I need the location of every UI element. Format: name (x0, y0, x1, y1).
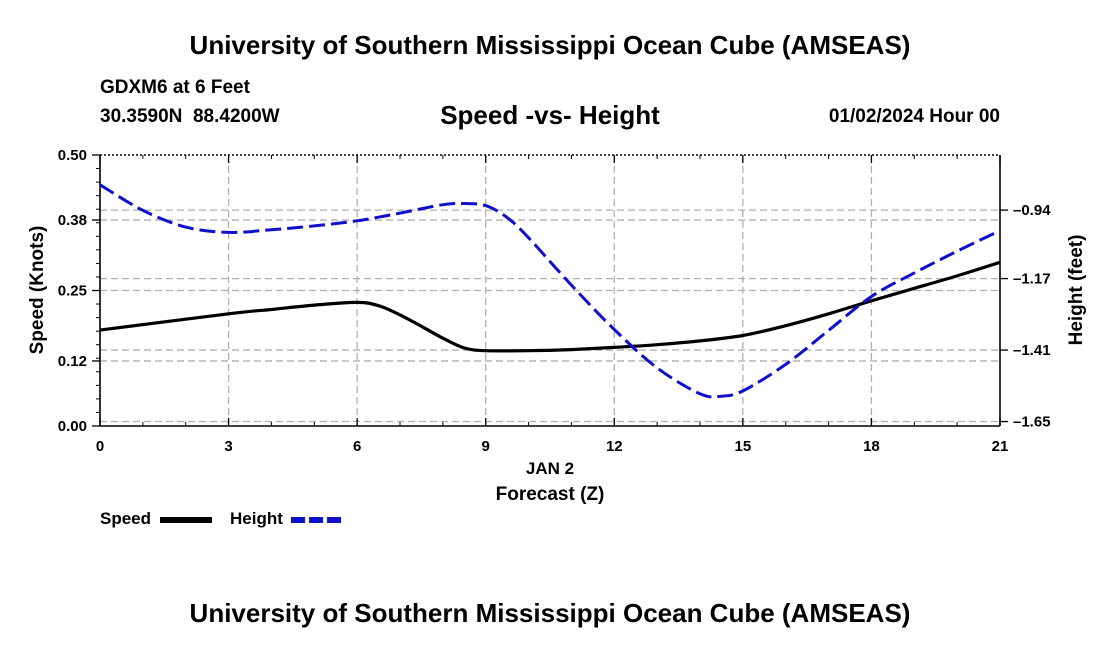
x-axis-date-label: JAN 2 (526, 459, 574, 478)
y-axis-right-title: Height (feet) (1066, 235, 1087, 346)
y-right-tick-label: –0.94 (1013, 202, 1051, 219)
x-tick-label: 15 (735, 438, 752, 455)
axis-labels: JAN 2 Forecast (Z) Speed (Knots) Height … (27, 226, 1087, 505)
y-left-tick-label: 0.38 (58, 212, 87, 229)
series-line-speed (99, 260, 1001, 353)
main-title: University of Southern Mississippi Ocean… (189, 30, 911, 60)
grid (100, 155, 1000, 426)
legend-speed-label: Speed (100, 509, 152, 528)
coordinates-label: 30.3590N 88.4200W (100, 106, 280, 127)
series-layer (99, 183, 1001, 399)
y-axis-left-title: Speed (Knots) (27, 226, 48, 355)
x-tick-label: 12 (606, 438, 623, 455)
chart-subtitle: Speed -vs- Height (440, 100, 660, 130)
series-line-height (99, 183, 1001, 399)
legend-speed-swatch (160, 517, 212, 523)
x-tick-label: 6 (353, 438, 361, 455)
x-tick-label: 9 (482, 438, 490, 455)
footer-title: University of Southern Mississippi Ocean… (189, 598, 911, 628)
y-right-tick-label: –1.65 (1013, 414, 1051, 431)
x-tick-label: 21 (992, 438, 1009, 455)
x-axis-title: Forecast (Z) (496, 484, 605, 505)
y-left-tick-label: 0.00 (58, 418, 87, 435)
legend-height-swatch (291, 517, 343, 523)
y-left-tick-label: 0.50 (58, 147, 87, 164)
y-right-tick-label: –1.17 (1013, 271, 1051, 288)
legend-height-label: Height (230, 509, 283, 528)
x-tick-label: 0 (96, 438, 104, 455)
station-label: GDXM6 at 6 Feet (100, 77, 250, 98)
y-left-tick-label: 0.25 (58, 283, 87, 300)
x-tick-label: 3 (224, 438, 232, 455)
y-left-tick-label: 0.12 (58, 353, 87, 370)
axes: 0 3 6 9 12 15 18 21 0.00 0.12 0.25 0.38 0.50 –1.65 –1.… (58, 147, 1051, 455)
datetime-label: 01/02/2024 Hour 00 (828, 106, 1000, 127)
x-tick-label: 18 (863, 438, 880, 455)
y-right-tick-label: –1.41 (1013, 342, 1051, 359)
